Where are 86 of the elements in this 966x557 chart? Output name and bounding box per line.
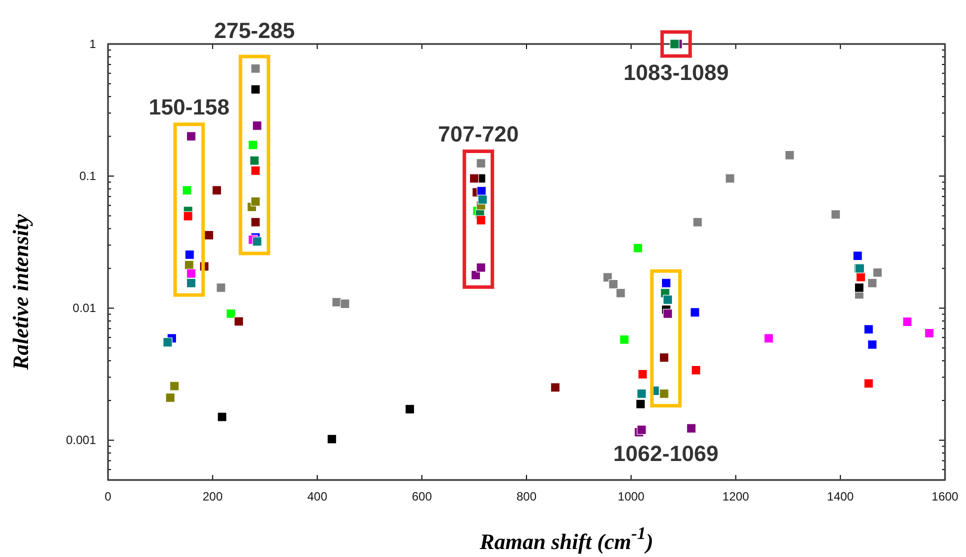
point [184, 260, 194, 270]
point [636, 399, 646, 409]
point [872, 268, 882, 278]
point [638, 369, 648, 380]
point [405, 404, 415, 414]
point [476, 158, 486, 168]
point [691, 365, 701, 376]
point [204, 230, 214, 240]
point [216, 282, 226, 292]
point [659, 352, 669, 362]
point [784, 150, 794, 160]
point [162, 337, 172, 348]
point [250, 196, 260, 206]
point [608, 279, 618, 289]
point [476, 215, 486, 225]
point [183, 211, 193, 221]
point [182, 186, 192, 196]
point [616, 288, 626, 298]
point [340, 298, 350, 309]
point [902, 316, 912, 327]
point [186, 268, 196, 278]
point [550, 382, 560, 392]
point [636, 388, 646, 399]
point [864, 324, 874, 334]
point [867, 340, 878, 350]
point [659, 388, 669, 399]
y-tick-label: 0.001 [66, 433, 96, 448]
point [924, 328, 934, 338]
point [252, 236, 262, 246]
point [478, 194, 488, 204]
point [854, 282, 864, 292]
x-tick-label: 800 [516, 490, 537, 504]
point [170, 381, 180, 391]
point [476, 262, 486, 272]
annotation: 707-720 [438, 121, 519, 146]
point [633, 243, 643, 253]
point [226, 308, 236, 318]
x-tick-label: 200 [202, 490, 223, 504]
y-tick-label: 0.01 [72, 301, 96, 315]
x-tick-label: 0 [104, 490, 112, 504]
point [476, 186, 486, 196]
point [662, 308, 673, 318]
point [864, 378, 874, 388]
point [217, 412, 227, 422]
point [327, 434, 337, 444]
annotation: 150-158 [148, 94, 230, 120]
point [830, 210, 840, 220]
x-tick-label: 1200 [722, 490, 750, 504]
x-tick-label: 600 [412, 490, 432, 504]
x-tick-label: 1400 [827, 490, 854, 504]
x-tick-label: 400 [307, 490, 328, 504]
point [212, 186, 222, 196]
point [856, 272, 866, 282]
point [250, 156, 260, 166]
point [250, 64, 260, 74]
point [252, 120, 262, 130]
point [636, 424, 646, 435]
point [250, 217, 260, 227]
point [186, 132, 196, 142]
y-tick-label: 0.1 [79, 168, 96, 183]
point [690, 308, 700, 318]
point [764, 334, 774, 344]
point [469, 174, 479, 184]
point [852, 251, 862, 261]
point [250, 166, 260, 176]
point [234, 316, 244, 326]
x-axis-title: Raman shift (cm$^{-1}$) [478, 523, 654, 554]
point [692, 217, 702, 227]
point [662, 294, 673, 304]
annotation: 1083-1089 [624, 60, 729, 85]
annotation: 1062-1069 [613, 441, 719, 466]
point [250, 84, 260, 94]
point [867, 278, 878, 288]
point [186, 278, 196, 288]
point [661, 278, 671, 288]
x-tick-label: 1600 [932, 490, 959, 504]
point [184, 250, 194, 260]
point [686, 424, 696, 434]
point [248, 140, 258, 150]
y-axis-title: Raletive intensity [8, 214, 33, 371]
annotation: 275-285 [214, 18, 295, 43]
point [165, 392, 176, 402]
point [620, 334, 630, 344]
y-tick-label: 1 [89, 36, 96, 51]
x-tick-label: 1000 [618, 490, 645, 504]
point [725, 174, 735, 184]
